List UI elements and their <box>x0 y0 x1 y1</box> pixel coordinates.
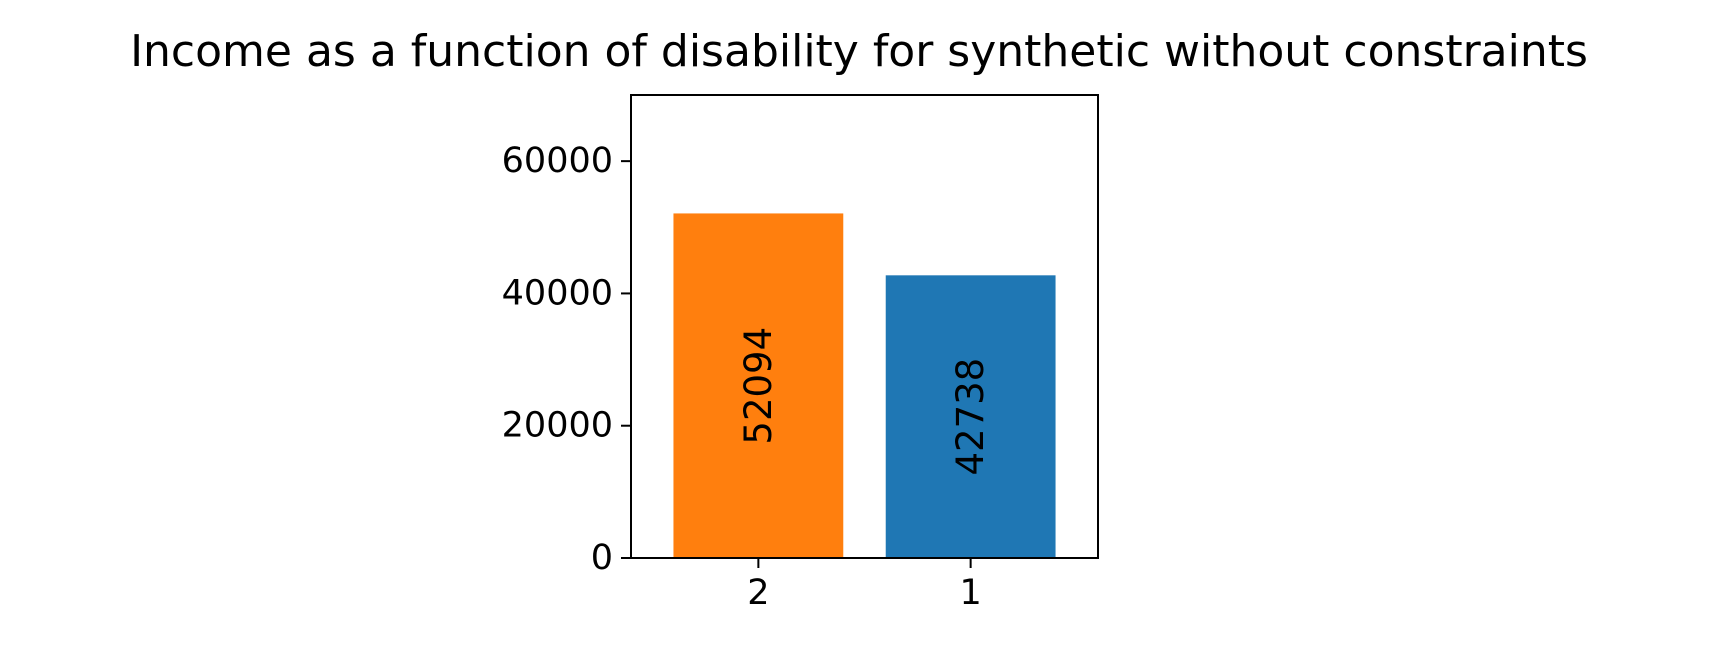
bar-2 <box>673 213 844 558</box>
bars-layer <box>673 213 1056 558</box>
y-tick-label-0: 0 <box>591 538 613 578</box>
plot-frame <box>630 94 1099 559</box>
data-label-2: 52094 <box>737 327 780 445</box>
chart-title: Income as a function of disability for s… <box>130 26 1588 77</box>
data-label-1: 42738 <box>949 358 992 476</box>
x-tick-label-2: 2 <box>747 573 769 613</box>
y-axis: 0 20000 40000 60000 <box>502 141 631 578</box>
bar-1 <box>885 275 1056 558</box>
data-labels-layer: 52094 42738 <box>737 327 992 476</box>
y-tick-label-60000: 60000 <box>502 141 613 181</box>
y-tick-label-40000: 40000 <box>502 273 613 313</box>
x-tick-label-1: 1 <box>959 573 981 613</box>
y-tick-label-20000: 20000 <box>502 406 613 446</box>
